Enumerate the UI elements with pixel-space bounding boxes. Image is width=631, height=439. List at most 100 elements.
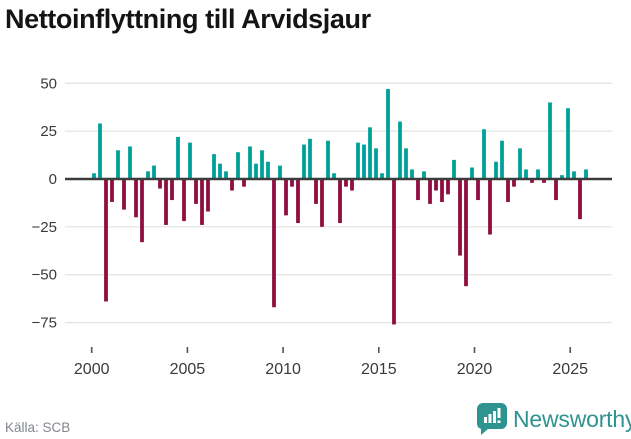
logo-bar-3	[493, 411, 496, 423]
y-axis-tick-label: 25	[40, 123, 57, 140]
bar-negative	[110, 179, 114, 202]
x-axis-tick-label: 2010	[265, 361, 301, 378]
bar-negative	[140, 179, 144, 243]
bar-positive	[572, 171, 576, 179]
bar-negative	[578, 179, 582, 220]
bar-negative	[200, 179, 204, 225]
logo-bar-1	[484, 417, 487, 423]
y-axis-tick-label: −50	[32, 267, 57, 284]
y-axis-tick-label: 50	[40, 75, 57, 92]
bar-negative	[416, 179, 420, 201]
bar-positive	[494, 161, 498, 179]
bar-positive	[374, 148, 378, 179]
bar-negative	[446, 179, 450, 195]
bar-positive	[224, 171, 228, 179]
bar-positive	[188, 142, 192, 179]
bar-negative	[350, 179, 354, 191]
bar-positive	[470, 167, 474, 179]
bar-positive	[368, 127, 372, 179]
x-axis-tick-label: 2015	[361, 361, 397, 378]
chart-title: Nettoinflyttning till Arvidsjaur	[5, 4, 371, 34]
newsworthy-logo: Newsworthy	[477, 403, 631, 435]
bar-positive	[536, 169, 540, 179]
bar-positive	[380, 173, 384, 179]
bar-negative	[512, 179, 516, 187]
y-axis-tick-label: −75	[32, 315, 57, 332]
y-axis-tick-label: 0	[49, 171, 57, 188]
logo-exclamation-dot	[497, 420, 501, 423]
bar-positive	[92, 173, 96, 179]
bar-positive	[404, 148, 408, 179]
bar-positive	[152, 165, 156, 179]
bar-negative	[488, 179, 492, 235]
bar-positive	[248, 146, 252, 179]
bar-positive	[332, 173, 336, 179]
bar-negative	[290, 179, 294, 187]
bar-positive	[146, 171, 150, 179]
logo-bubble-shape	[477, 403, 507, 435]
bar-negative	[476, 179, 480, 201]
bar-negative	[464, 179, 468, 287]
bar-positive	[584, 169, 588, 179]
bar-negative	[554, 179, 558, 201]
bar-negative	[458, 179, 462, 256]
bar-positive	[422, 171, 426, 179]
bar-negative	[434, 179, 438, 191]
bar-negative	[272, 179, 276, 308]
bar-positive	[236, 152, 240, 179]
newsworthy-logo-text: Newsworthy	[513, 405, 631, 432]
bar-positive	[218, 163, 222, 179]
bar-negative	[392, 179, 396, 325]
bar-positive	[266, 161, 270, 179]
bar-negative	[182, 179, 186, 222]
bar-positive	[176, 136, 180, 179]
bar-negative	[194, 179, 198, 204]
bar-positive	[386, 89, 390, 179]
bar-negative	[104, 179, 108, 302]
bar-negative	[530, 179, 534, 183]
x-axis-tick-label: 2020	[457, 361, 493, 378]
bar-negative	[164, 179, 168, 225]
bar-positive	[560, 175, 564, 179]
bar-positive	[128, 146, 132, 179]
logo-exclamation-bar	[497, 408, 501, 418]
bar-positive	[518, 148, 522, 179]
bar-positive	[410, 169, 414, 179]
bar-positive	[482, 129, 486, 179]
bar-positive	[326, 140, 330, 179]
bar-negative	[344, 179, 348, 187]
logo-bar-2	[488, 414, 492, 423]
bar-negative	[440, 179, 444, 202]
y-axis-tick-label: −25	[32, 219, 57, 236]
bar-negative	[230, 179, 234, 191]
bar-negative	[206, 179, 210, 212]
bar-negative	[338, 179, 342, 224]
bar-positive	[254, 163, 258, 179]
bar-negative	[242, 179, 246, 187]
bar-negative	[170, 179, 174, 201]
bar-positive	[356, 142, 360, 179]
x-axis-tick-label: 2025	[552, 361, 588, 378]
bar-positive	[308, 138, 312, 179]
bar-negative	[428, 179, 432, 204]
bar-positive	[278, 165, 282, 179]
bar-negative	[158, 179, 162, 189]
x-axis-tick-label: 2005	[170, 361, 206, 378]
bar-positive	[524, 169, 528, 179]
bar-positive	[398, 121, 402, 179]
bar-chart-plot: 50 25 0 −25 −50 −75 2000 2005 2010 2015 2020 2025	[32, 75, 612, 378]
bar-positive	[302, 144, 306, 179]
bar-negative	[134, 179, 138, 218]
x-axis-tick-label: 2000	[74, 361, 110, 378]
bar-negative	[320, 179, 324, 227]
newsworthy-logo-icon	[477, 403, 507, 435]
bar-positive	[260, 150, 264, 179]
bar-negative	[542, 179, 546, 183]
bar-positive	[452, 159, 456, 179]
bar-positive	[116, 150, 120, 179]
bar-negative	[506, 179, 510, 202]
bar-positive	[566, 108, 570, 179]
bar-negative	[314, 179, 318, 204]
bar-positive	[548, 102, 552, 179]
